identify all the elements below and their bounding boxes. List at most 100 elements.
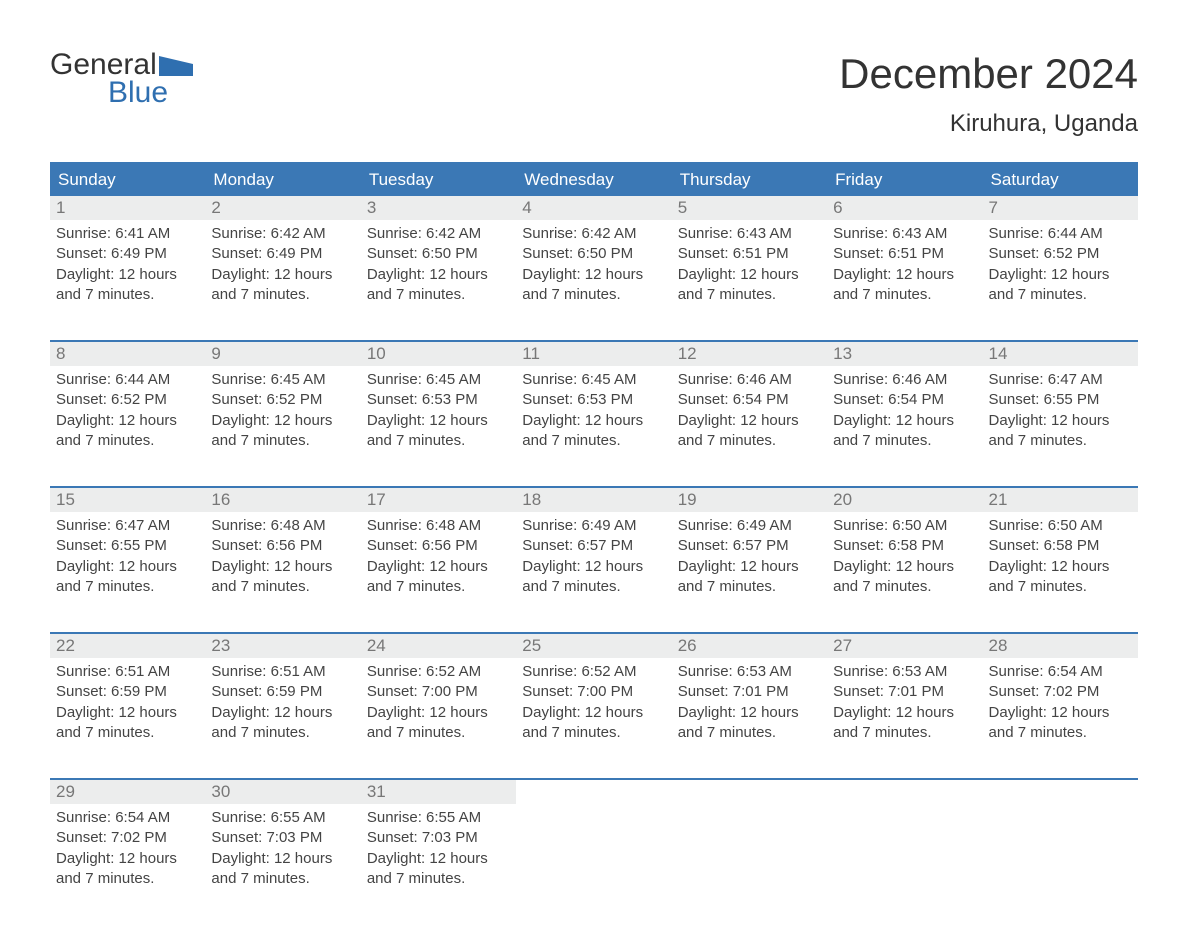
day-content: Sunrise: 6:51 AMSunset: 6:59 PMDaylight:… [205,658,360,749]
sunset-line: Sunset: 6:58 PM [989,536,1132,556]
sunrise-line: Sunrise: 6:51 AM [56,662,199,682]
day-content: Sunrise: 6:44 AMSunset: 6:52 PMDaylight:… [983,220,1138,311]
sunset-line: Sunset: 7:00 PM [367,682,510,702]
calendar-day: 18Sunrise: 6:49 AMSunset: 6:57 PMDayligh… [516,488,671,608]
day-number: 22 [50,634,205,658]
daylight-line: Daylight: 12 hours and 7 minutes. [678,703,821,744]
day-number: 25 [516,634,671,658]
calendar-day: 9Sunrise: 6:45 AMSunset: 6:52 PMDaylight… [205,342,360,462]
sunset-line: Sunset: 6:54 PM [833,390,976,410]
daylight-line: Daylight: 12 hours and 7 minutes. [211,703,354,744]
dow-sunday: Sunday [50,164,205,196]
sunset-line: Sunset: 6:52 PM [56,390,199,410]
day-content: Sunrise: 6:46 AMSunset: 6:54 PMDaylight:… [672,366,827,457]
day-content: Sunrise: 6:52 AMSunset: 7:00 PMDaylight:… [361,658,516,749]
day-content: Sunrise: 6:54 AMSunset: 7:02 PMDaylight:… [50,804,205,895]
calendar-day: 7Sunrise: 6:44 AMSunset: 6:52 PMDaylight… [983,196,1138,316]
day-number: 15 [50,488,205,512]
calendar-week: 1Sunrise: 6:41 AMSunset: 6:49 PMDaylight… [50,196,1138,316]
calendar-day: 25Sunrise: 6:52 AMSunset: 7:00 PMDayligh… [516,634,671,754]
day-content: Sunrise: 6:46 AMSunset: 6:54 PMDaylight:… [827,366,982,457]
dow-thursday: Thursday [672,164,827,196]
month-title: December 2024 [839,50,1138,98]
title-block: December 2024 Kiruhura, Uganda [839,50,1138,138]
day-number: 5 [672,196,827,220]
sunrise-line: Sunrise: 6:42 AM [211,224,354,244]
calendar-day: 21Sunrise: 6:50 AMSunset: 6:58 PMDayligh… [983,488,1138,608]
calendar-day: 27Sunrise: 6:53 AMSunset: 7:01 PMDayligh… [827,634,982,754]
day-content: Sunrise: 6:52 AMSunset: 7:00 PMDaylight:… [516,658,671,749]
daylight-line: Daylight: 12 hours and 7 minutes. [56,849,199,890]
daylight-line: Daylight: 12 hours and 7 minutes. [833,557,976,598]
daylight-line: Daylight: 12 hours and 7 minutes. [678,265,821,306]
sunset-line: Sunset: 6:57 PM [522,536,665,556]
sunset-line: Sunset: 6:58 PM [833,536,976,556]
daylight-line: Daylight: 12 hours and 7 minutes. [211,557,354,598]
sunrise-line: Sunrise: 6:55 AM [367,808,510,828]
day-content: Sunrise: 6:54 AMSunset: 7:02 PMDaylight:… [983,658,1138,749]
day-content: Sunrise: 6:43 AMSunset: 6:51 PMDaylight:… [827,220,982,311]
day-content: Sunrise: 6:45 AMSunset: 6:53 PMDaylight:… [516,366,671,457]
dow-tuesday: Tuesday [361,164,516,196]
sunset-line: Sunset: 6:52 PM [989,244,1132,264]
calendar-day: 4Sunrise: 6:42 AMSunset: 6:50 PMDaylight… [516,196,671,316]
sunset-line: Sunset: 6:54 PM [678,390,821,410]
day-number: 1 [50,196,205,220]
daylight-line: Daylight: 12 hours and 7 minutes. [989,703,1132,744]
sunset-line: Sunset: 7:01 PM [833,682,976,702]
calendar-day: 1Sunrise: 6:41 AMSunset: 6:49 PMDaylight… [50,196,205,316]
day-number: 10 [361,342,516,366]
dow-wednesday: Wednesday [516,164,671,196]
day-content: Sunrise: 6:47 AMSunset: 6:55 PMDaylight:… [983,366,1138,457]
day-number: 13 [827,342,982,366]
calendar-day: 12Sunrise: 6:46 AMSunset: 6:54 PMDayligh… [672,342,827,462]
calendar-day: 20Sunrise: 6:50 AMSunset: 6:58 PMDayligh… [827,488,982,608]
sunset-line: Sunset: 6:56 PM [367,536,510,556]
sunrise-line: Sunrise: 6:54 AM [989,662,1132,682]
calendar-day: 30Sunrise: 6:55 AMSunset: 7:03 PMDayligh… [205,780,360,900]
daylight-line: Daylight: 12 hours and 7 minutes. [56,703,199,744]
day-number: 21 [983,488,1138,512]
calendar-day: .. [827,780,982,900]
sunrise-line: Sunrise: 6:44 AM [56,370,199,390]
sunset-line: Sunset: 6:56 PM [211,536,354,556]
day-number: 4 [516,196,671,220]
sunrise-line: Sunrise: 6:41 AM [56,224,199,244]
sunset-line: Sunset: 6:51 PM [833,244,976,264]
sunset-line: Sunset: 7:02 PM [989,682,1132,702]
daylight-line: Daylight: 12 hours and 7 minutes. [678,557,821,598]
sunrise-line: Sunrise: 6:52 AM [367,662,510,682]
calendar-day: 3Sunrise: 6:42 AMSunset: 6:50 PMDaylight… [361,196,516,316]
calendar-day: 5Sunrise: 6:43 AMSunset: 6:51 PMDaylight… [672,196,827,316]
sunset-line: Sunset: 6:55 PM [56,536,199,556]
calendar-day: 28Sunrise: 6:54 AMSunset: 7:02 PMDayligh… [983,634,1138,754]
daylight-line: Daylight: 12 hours and 7 minutes. [367,703,510,744]
daylight-line: Daylight: 12 hours and 7 minutes. [56,265,199,306]
calendar-day: 14Sunrise: 6:47 AMSunset: 6:55 PMDayligh… [983,342,1138,462]
sunset-line: Sunset: 6:53 PM [522,390,665,410]
day-number: 18 [516,488,671,512]
day-content: Sunrise: 6:41 AMSunset: 6:49 PMDaylight:… [50,220,205,311]
day-content: Sunrise: 6:53 AMSunset: 7:01 PMDaylight:… [672,658,827,749]
day-content: Sunrise: 6:45 AMSunset: 6:52 PMDaylight:… [205,366,360,457]
daylight-line: Daylight: 12 hours and 7 minutes. [833,265,976,306]
day-number: 19 [672,488,827,512]
calendar-day: 22Sunrise: 6:51 AMSunset: 6:59 PMDayligh… [50,634,205,754]
page-header: General Blue December 2024 Kiruhura, Uga… [50,50,1138,138]
sunrise-line: Sunrise: 6:48 AM [211,516,354,536]
calendar-day: 8Sunrise: 6:44 AMSunset: 6:52 PMDaylight… [50,342,205,462]
sunrise-line: Sunrise: 6:45 AM [367,370,510,390]
day-number: 27 [827,634,982,658]
day-number: 9 [205,342,360,366]
sunrise-line: Sunrise: 6:48 AM [367,516,510,536]
calendar-day: .. [983,780,1138,900]
daylight-line: Daylight: 12 hours and 7 minutes. [522,265,665,306]
calendar-day: 26Sunrise: 6:53 AMSunset: 7:01 PMDayligh… [672,634,827,754]
calendar-day: 24Sunrise: 6:52 AMSunset: 7:00 PMDayligh… [361,634,516,754]
brand-logo: General Blue [50,50,193,108]
daylight-line: Daylight: 12 hours and 7 minutes. [367,265,510,306]
day-number: 17 [361,488,516,512]
day-number: 6 [827,196,982,220]
daylight-line: Daylight: 12 hours and 7 minutes. [211,849,354,890]
day-content: Sunrise: 6:42 AMSunset: 6:49 PMDaylight:… [205,220,360,311]
